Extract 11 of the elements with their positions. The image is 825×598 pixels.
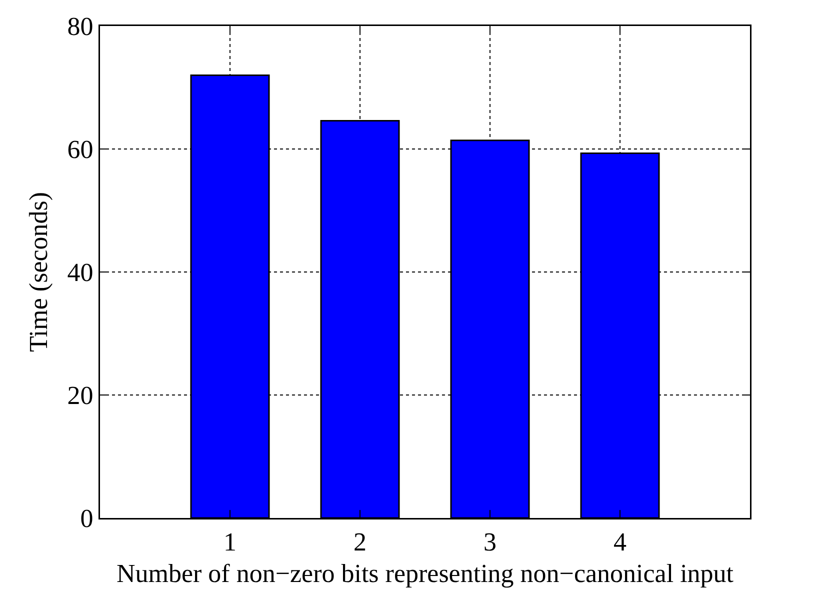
x-tick-label: 4 [614,528,626,557]
y-tick-label: 80 [67,12,94,42]
y-tick-label: 60 [67,135,94,164]
x-tick-label: 3 [484,528,496,557]
y-axis-title: Time (seconds) [24,192,53,352]
y-tick-label: 20 [67,381,94,410]
y-tick-label: 40 [67,258,94,288]
x-tick-label: 2 [354,528,366,557]
y-tick-label: 0 [80,504,94,534]
x-tick-label: 1 [224,528,236,557]
x-axis-title: Number of non−zero bits representing non−canonical input [116,559,734,588]
